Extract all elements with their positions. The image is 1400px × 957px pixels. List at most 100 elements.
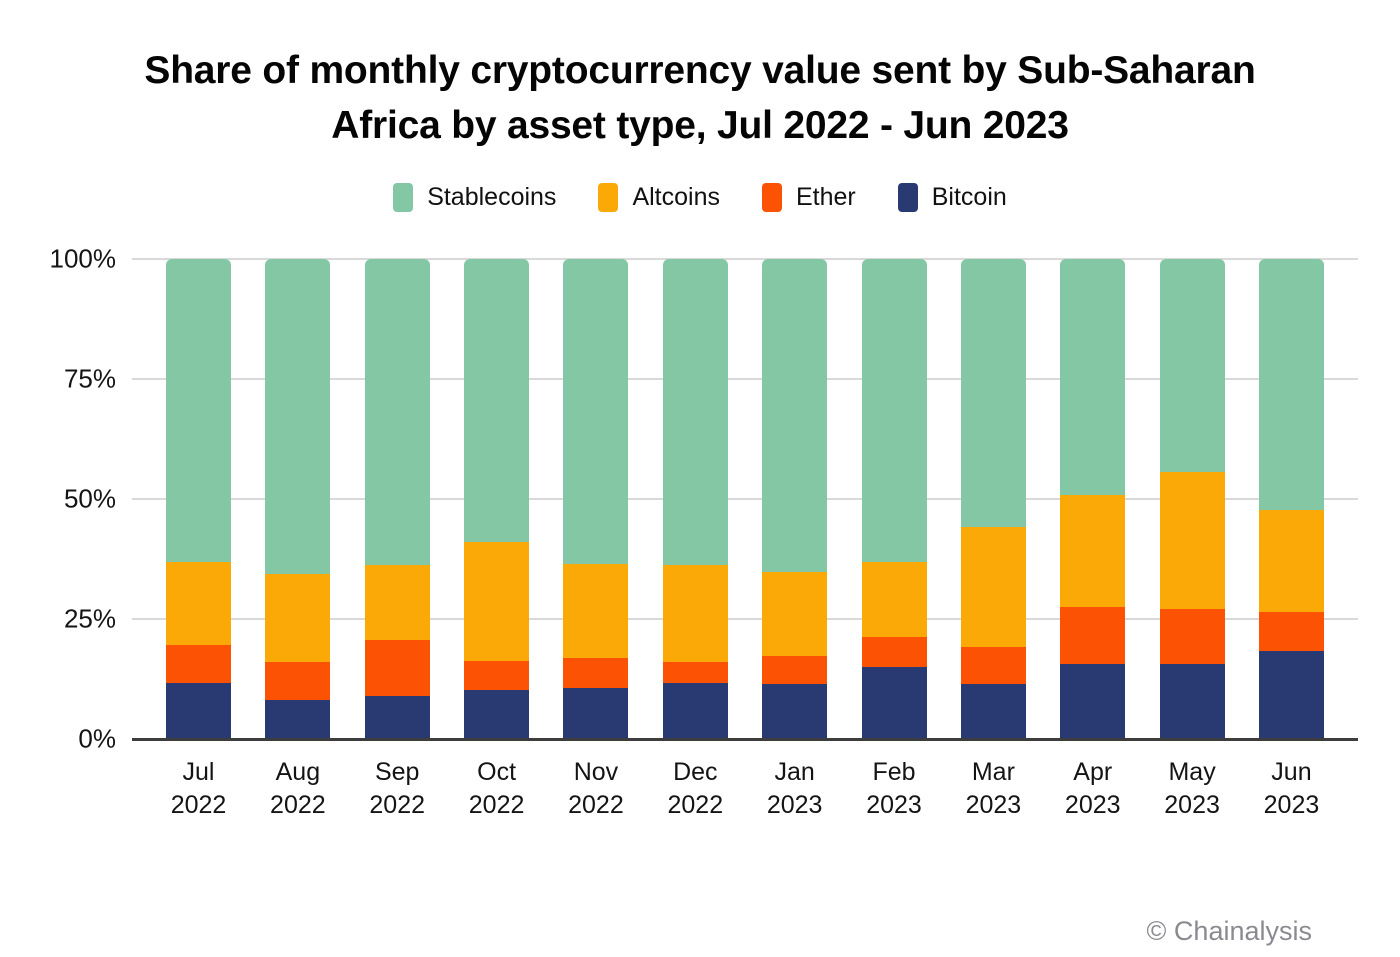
x-tick-label-line: Oct (477, 758, 517, 787)
bar-column-jun-2023 (1258, 259, 1324, 740)
bar-segment-altcoins (960, 526, 1026, 648)
x-axis-line (132, 738, 1358, 742)
x-tick-label-line: 2022 (170, 790, 227, 819)
x-tick-label: Aug 2022 (265, 756, 330, 821)
x-tick-label-line: 2023 (866, 790, 922, 819)
bar-segment-bitcoin (1258, 650, 1324, 740)
bar-column-oct-2022 (464, 259, 530, 740)
bar-segment-stablecoins (1258, 259, 1324, 510)
bar-segment-ether (662, 662, 728, 684)
x-tick-label: Feb 2023 (862, 756, 927, 821)
bar-segment-altcoins (166, 561, 231, 646)
y-tick-label: 0% (78, 723, 116, 754)
legend-item-stablecoins: Stablecoins (393, 183, 557, 213)
bar-segment-altcoins (265, 574, 331, 663)
x-tick-label: May 2023 (1160, 756, 1225, 821)
bar-column-apr-2023 (1060, 259, 1126, 740)
bar-segment-altcoins (762, 571, 828, 657)
bar-segment-ether (166, 645, 231, 684)
x-tick-label-line: 2022 (270, 790, 326, 819)
bar-column-dec-2022 (662, 259, 728, 740)
bar-segment-bitcoin (364, 695, 430, 740)
x-axis-labels: Jul 2022 Aug 2022 Sep 2022 Oct 2022 Nov 2022 Dec 20… (132, 756, 1358, 821)
chart-title-line-1: Share of monthly cryptocurrency value se… (144, 49, 1256, 92)
y-tick-label: 100% (49, 243, 117, 274)
plot-area: 100% 75% 50% 25% 0% (50, 244, 1358, 754)
bar-segment-bitcoin (1060, 664, 1126, 740)
bar-segment-stablecoins (1159, 259, 1225, 473)
y-tick-label: 25% (63, 603, 116, 634)
x-tick-label-line: Jul (182, 758, 215, 787)
bar-column-feb-2023 (861, 259, 927, 740)
bar-column-jul-2022 (166, 259, 231, 740)
x-tick-label-line: 2022 (468, 790, 525, 819)
x-tick-label-line: Nov (573, 758, 619, 787)
y-tick-label: 75% (63, 363, 116, 394)
bar-segment-stablecoins (960, 259, 1026, 527)
bar-segment-bitcoin (464, 689, 530, 740)
bar-segment-altcoins (563, 564, 629, 659)
bar-segment-ether (1159, 609, 1225, 665)
x-tick-label-line: Dec (673, 758, 718, 787)
bar-segment-ether (364, 639, 430, 696)
legend-swatch-bitcoin (897, 183, 918, 213)
legend: Stablecoins Altcoins Ether Bitcoin (0, 183, 1400, 213)
bar-column-aug-2022 (265, 259, 331, 740)
bar-segment-bitcoin (166, 683, 231, 740)
x-tick-label: Jan 2023 (762, 756, 827, 821)
bar-segment-stablecoins (563, 259, 629, 564)
bar-column-may-2023 (1159, 259, 1225, 740)
chart-title-line-2: Africa by asset type, Jul 2022 - Jun 202… (331, 103, 1069, 147)
x-tick-label-line: 2022 (667, 790, 724, 819)
bar-segment-altcoins (861, 561, 927, 637)
x-tick-label-line: 2023 (766, 790, 823, 819)
x-tick-label: Nov 2022 (563, 756, 628, 821)
bar-column-mar-2023 (960, 259, 1026, 740)
legend-label: Stablecoins (427, 183, 557, 212)
x-tick-label-line: Jan (774, 758, 815, 787)
bar-segment-bitcoin (662, 683, 728, 740)
x-tick-label-line: 2023 (1064, 790, 1121, 819)
bar-segment-stablecoins (166, 259, 231, 562)
x-tick-label-line: 2022 (568, 790, 624, 819)
bar-segment-stablecoins (265, 259, 331, 575)
bar-segment-bitcoin (960, 683, 1026, 740)
bar-segment-stablecoins (762, 259, 828, 572)
legend-label: Bitcoin (931, 183, 1007, 212)
x-tick-label-line: Aug (275, 758, 321, 787)
bar-segment-bitcoin (563, 688, 629, 740)
gridline (132, 258, 1358, 261)
bar-segment-stablecoins (364, 259, 430, 565)
bar-segment-altcoins (1159, 472, 1225, 610)
bar-segment-ether (563, 658, 629, 689)
x-tick-label: Oct 2022 (464, 756, 529, 821)
bar-segment-bitcoin (1159, 664, 1225, 740)
bar-segment-ether (1258, 611, 1324, 651)
bar-segment-altcoins (1258, 509, 1324, 612)
chart-title: Share of monthly cryptocurrency value se… (60, 44, 1340, 153)
x-tick-label-line: Jun (1271, 758, 1312, 787)
bar-segment-stablecoins (1060, 259, 1126, 496)
bar-segment-ether (265, 662, 331, 700)
bar-segment-ether (861, 636, 927, 668)
gridline (132, 498, 1358, 501)
legend-label: Altcoins (632, 183, 720, 212)
bar-segment-stablecoins (662, 259, 728, 565)
legend-item-altcoins: Altcoins (598, 183, 720, 213)
legend-item-bitcoin: Bitcoin (897, 183, 1007, 213)
bar-segment-altcoins (662, 564, 728, 663)
x-tick-label-line: Feb (872, 758, 916, 787)
x-tick-label-line: Apr (1073, 758, 1113, 787)
gridline (132, 618, 1358, 621)
legend-swatch-altcoins (598, 183, 619, 213)
x-tick-label-line: 2023 (1263, 790, 1320, 819)
bar-column-jan-2023 (762, 259, 828, 740)
x-tick-label: Sep 2022 (365, 756, 430, 821)
legend-label: Ether (795, 183, 856, 212)
legend-item-ether: Ether (761, 183, 856, 213)
legend-swatch-stablecoins (393, 183, 414, 213)
bar-column-sep-2022 (364, 259, 430, 740)
x-tick-label: Jul 2022 (166, 756, 231, 821)
bar-segment-bitcoin (861, 667, 927, 740)
bar-segment-ether (464, 661, 530, 690)
